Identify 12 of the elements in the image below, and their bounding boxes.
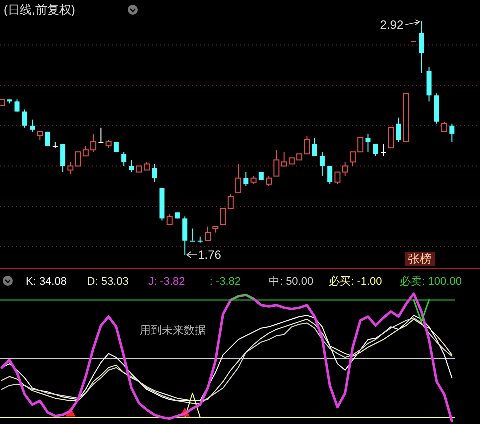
text: 必买: -1.00 (329, 275, 382, 288)
text: D: 53.03 (87, 276, 129, 288)
text: 中: 50.00 (268, 275, 314, 288)
annotation: 2.92 (380, 18, 404, 32)
chart-title: (日线,前复权) (4, 3, 76, 17)
text: 必卖: 100.00 (400, 275, 462, 288)
annotation: 用到未来数据 (140, 324, 206, 337)
annotation: 1.76 (198, 248, 222, 262)
text: K: 34.08 (26, 276, 67, 288)
annotation: 张榜 (408, 252, 432, 266)
text: J: -3.82 (148, 276, 186, 288)
series-label: : -3.82 (210, 276, 242, 288)
